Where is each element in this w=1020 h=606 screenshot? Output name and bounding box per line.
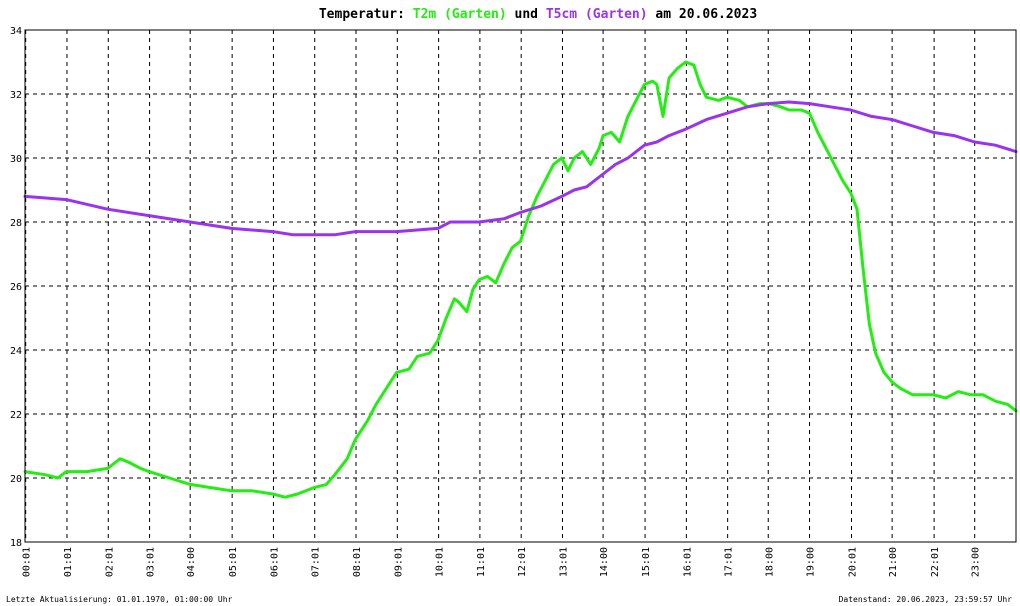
x-tick-label-09:01: 09:01	[393, 547, 404, 577]
y-tick-label-34: 34	[10, 26, 22, 37]
y-tick-label-26: 26	[10, 282, 22, 293]
y-tick-label-22: 22	[10, 410, 22, 421]
x-tick-label-17:01: 17:01	[724, 547, 735, 577]
series-line-t5cm	[23, 100, 1018, 237]
footer-last-update: Letzte Aktualisierung: 01.01.1970, 01:00…	[6, 595, 233, 604]
x-tick-label-19:00: 19:00	[806, 547, 817, 577]
title-middle: und	[507, 7, 546, 22]
y-tick-label-18: 18	[10, 538, 22, 549]
x-tick-label-21:00: 21:00	[888, 547, 899, 577]
x-tick-label-07:01: 07:01	[311, 547, 322, 577]
title-suffix: am 20.06.2023	[648, 7, 758, 22]
y-tick-label-30: 30	[10, 154, 22, 165]
x-tick-label-04:00: 04:00	[186, 547, 197, 577]
x-tick-label-10:01: 10:01	[435, 547, 446, 577]
y-tick-label-32: 32	[10, 90, 22, 101]
x-tick-label-01:01: 01:01	[63, 547, 74, 577]
y-tick-label-24: 24	[10, 346, 22, 357]
x-tick-label-22:01: 22:01	[930, 547, 941, 577]
plot-frame	[24, 29, 1017, 543]
title-series-t2m: T2m (Garten)	[413, 7, 507, 22]
footer-data-status: Datenstand: 20.06.2023, 23:59:57 Uhr	[839, 595, 1013, 604]
y-tick-label-20: 20	[10, 474, 22, 485]
series-line-t2m	[23, 60, 1018, 499]
series-layer	[23, 60, 1018, 499]
x-tick-label-13:01: 13:01	[558, 547, 569, 577]
x-tick-label-16:01: 16:01	[682, 547, 693, 577]
x-tick-label-18:00: 18:00	[764, 547, 775, 577]
y-axis-labels: 18 20 22 24 26 28 30 32 34	[10, 26, 22, 549]
x-tick-label-02:01: 02:01	[104, 547, 115, 577]
grid	[25, 30, 1016, 542]
x-tick-label-00:01: 00:01	[22, 547, 33, 577]
x-axis-labels: 00:01 01:01 02:01 03:01 04:00 05:01 06:01 07:01…	[22, 547, 982, 577]
x-tick-label-14:00: 14:00	[599, 547, 610, 577]
x-tick-label-20:01: 20:01	[848, 547, 859, 577]
x-tick-label-23:00: 23:00	[971, 547, 982, 577]
x-tick-label-11:01: 11:01	[476, 547, 487, 577]
x-tick-label-12:01: 12:01	[517, 547, 528, 577]
chart-title: Temperatur: T2m (Garten) und T5cm (Garte…	[319, 7, 757, 22]
y-tick-label-28: 28	[10, 218, 22, 229]
x-tick-label-03:01: 03:01	[146, 547, 157, 577]
x-tick-label-15:01: 15:01	[641, 547, 652, 577]
x-tick-label-08:01: 08:01	[352, 547, 363, 577]
title-prefix: Temperatur:	[319, 7, 413, 22]
x-tick-label-05:01: 05:01	[228, 547, 239, 577]
title-series-t5cm: T5cm (Garten)	[546, 7, 648, 22]
x-tick-label-06:01: 06:01	[269, 547, 280, 577]
